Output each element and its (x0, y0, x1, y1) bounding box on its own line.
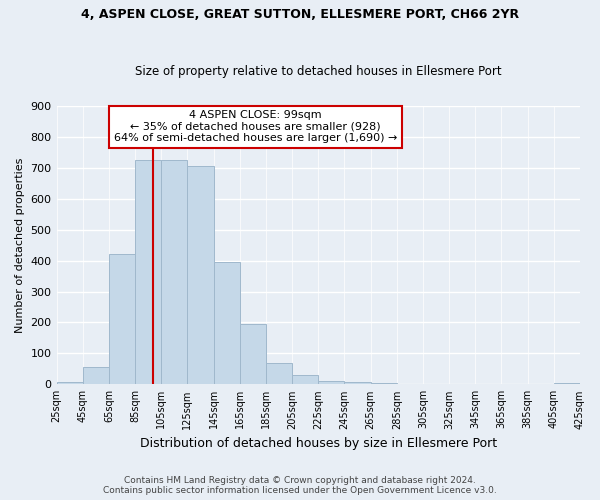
Bar (318, 381, 344, 384)
Text: 4 ASPEN CLOSE: 99sqm
← 35% of detached houses are smaller (928)
64% of semi-deta: 4 ASPEN CLOSE: 99sqm ← 35% of detached h… (114, 110, 397, 144)
Bar (161, 160, 187, 384)
Bar (240, 324, 266, 384)
Bar (83, 368, 109, 384)
Bar (109, 254, 135, 384)
Bar (135, 160, 161, 384)
Y-axis label: Number of detached properties: Number of detached properties (15, 158, 25, 333)
Bar (292, 375, 318, 384)
Bar (344, 382, 371, 384)
Bar (266, 362, 292, 384)
Bar (187, 166, 214, 384)
Bar (214, 262, 240, 384)
Text: Contains HM Land Registry data © Crown copyright and database right 2024.
Contai: Contains HM Land Registry data © Crown c… (103, 476, 497, 495)
Bar (371, 383, 397, 384)
Text: 4, ASPEN CLOSE, GREAT SUTTON, ELLESMERE PORT, CH66 2YR: 4, ASPEN CLOSE, GREAT SUTTON, ELLESMERE … (81, 8, 519, 20)
Title: Size of property relative to detached houses in Ellesmere Port: Size of property relative to detached ho… (135, 66, 502, 78)
Bar (554, 383, 580, 384)
Bar (56, 382, 83, 384)
X-axis label: Distribution of detached houses by size in Ellesmere Port: Distribution of detached houses by size … (140, 437, 497, 450)
